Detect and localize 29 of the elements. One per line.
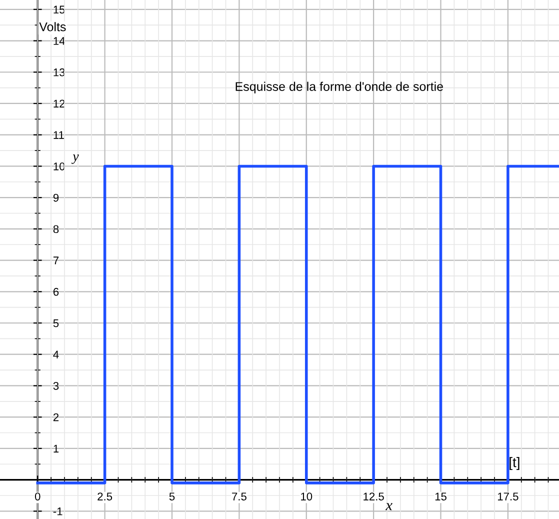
x-tick-label: 0 [34, 492, 40, 500]
y-tick-label: 14 [54, 37, 65, 45]
x-axis-title: x [386, 503, 392, 510]
annotation: [t] [510, 457, 520, 470]
text: Esquisse de la forme d'onde de sortie [236, 82, 443, 94]
y-axis-title: Volts [39, 22, 66, 32]
x-tick-label: 15 [435, 492, 446, 500]
x-tick-label: 7.5 [232, 492, 246, 500]
y-tick-label: 11 [54, 131, 64, 139]
y-tick-label: -1 [53, 508, 62, 516]
y-tick-label: 3 [53, 382, 59, 390]
y-tick-label: 12 [54, 100, 65, 108]
y-tick-label: 5 [53, 319, 59, 328]
y-tick-label: 4 [53, 350, 59, 358]
x-tick-label: 2.5 [98, 492, 112, 500]
y-tick-label: 10 [54, 162, 65, 170]
y-tick-label: 15 [54, 6, 65, 14]
annotation: y [72, 154, 79, 164]
y-tick-label: 8 [53, 225, 59, 234]
y-tick-label: 9 [53, 194, 59, 202]
x-tick-label: 12.5 [364, 492, 384, 500]
y-tick-label: 1 [54, 444, 59, 452]
x-tick-label: 10 [301, 492, 312, 500]
y-tick-label: 13 [54, 68, 65, 76]
x-tick-label: 17.5 [498, 492, 518, 500]
y-tick-label: 7 [53, 256, 59, 264]
y-tick-label: 2 [53, 413, 59, 422]
y-tick-label: 6 [53, 288, 59, 296]
x-tick-label: 5 [169, 492, 175, 500]
